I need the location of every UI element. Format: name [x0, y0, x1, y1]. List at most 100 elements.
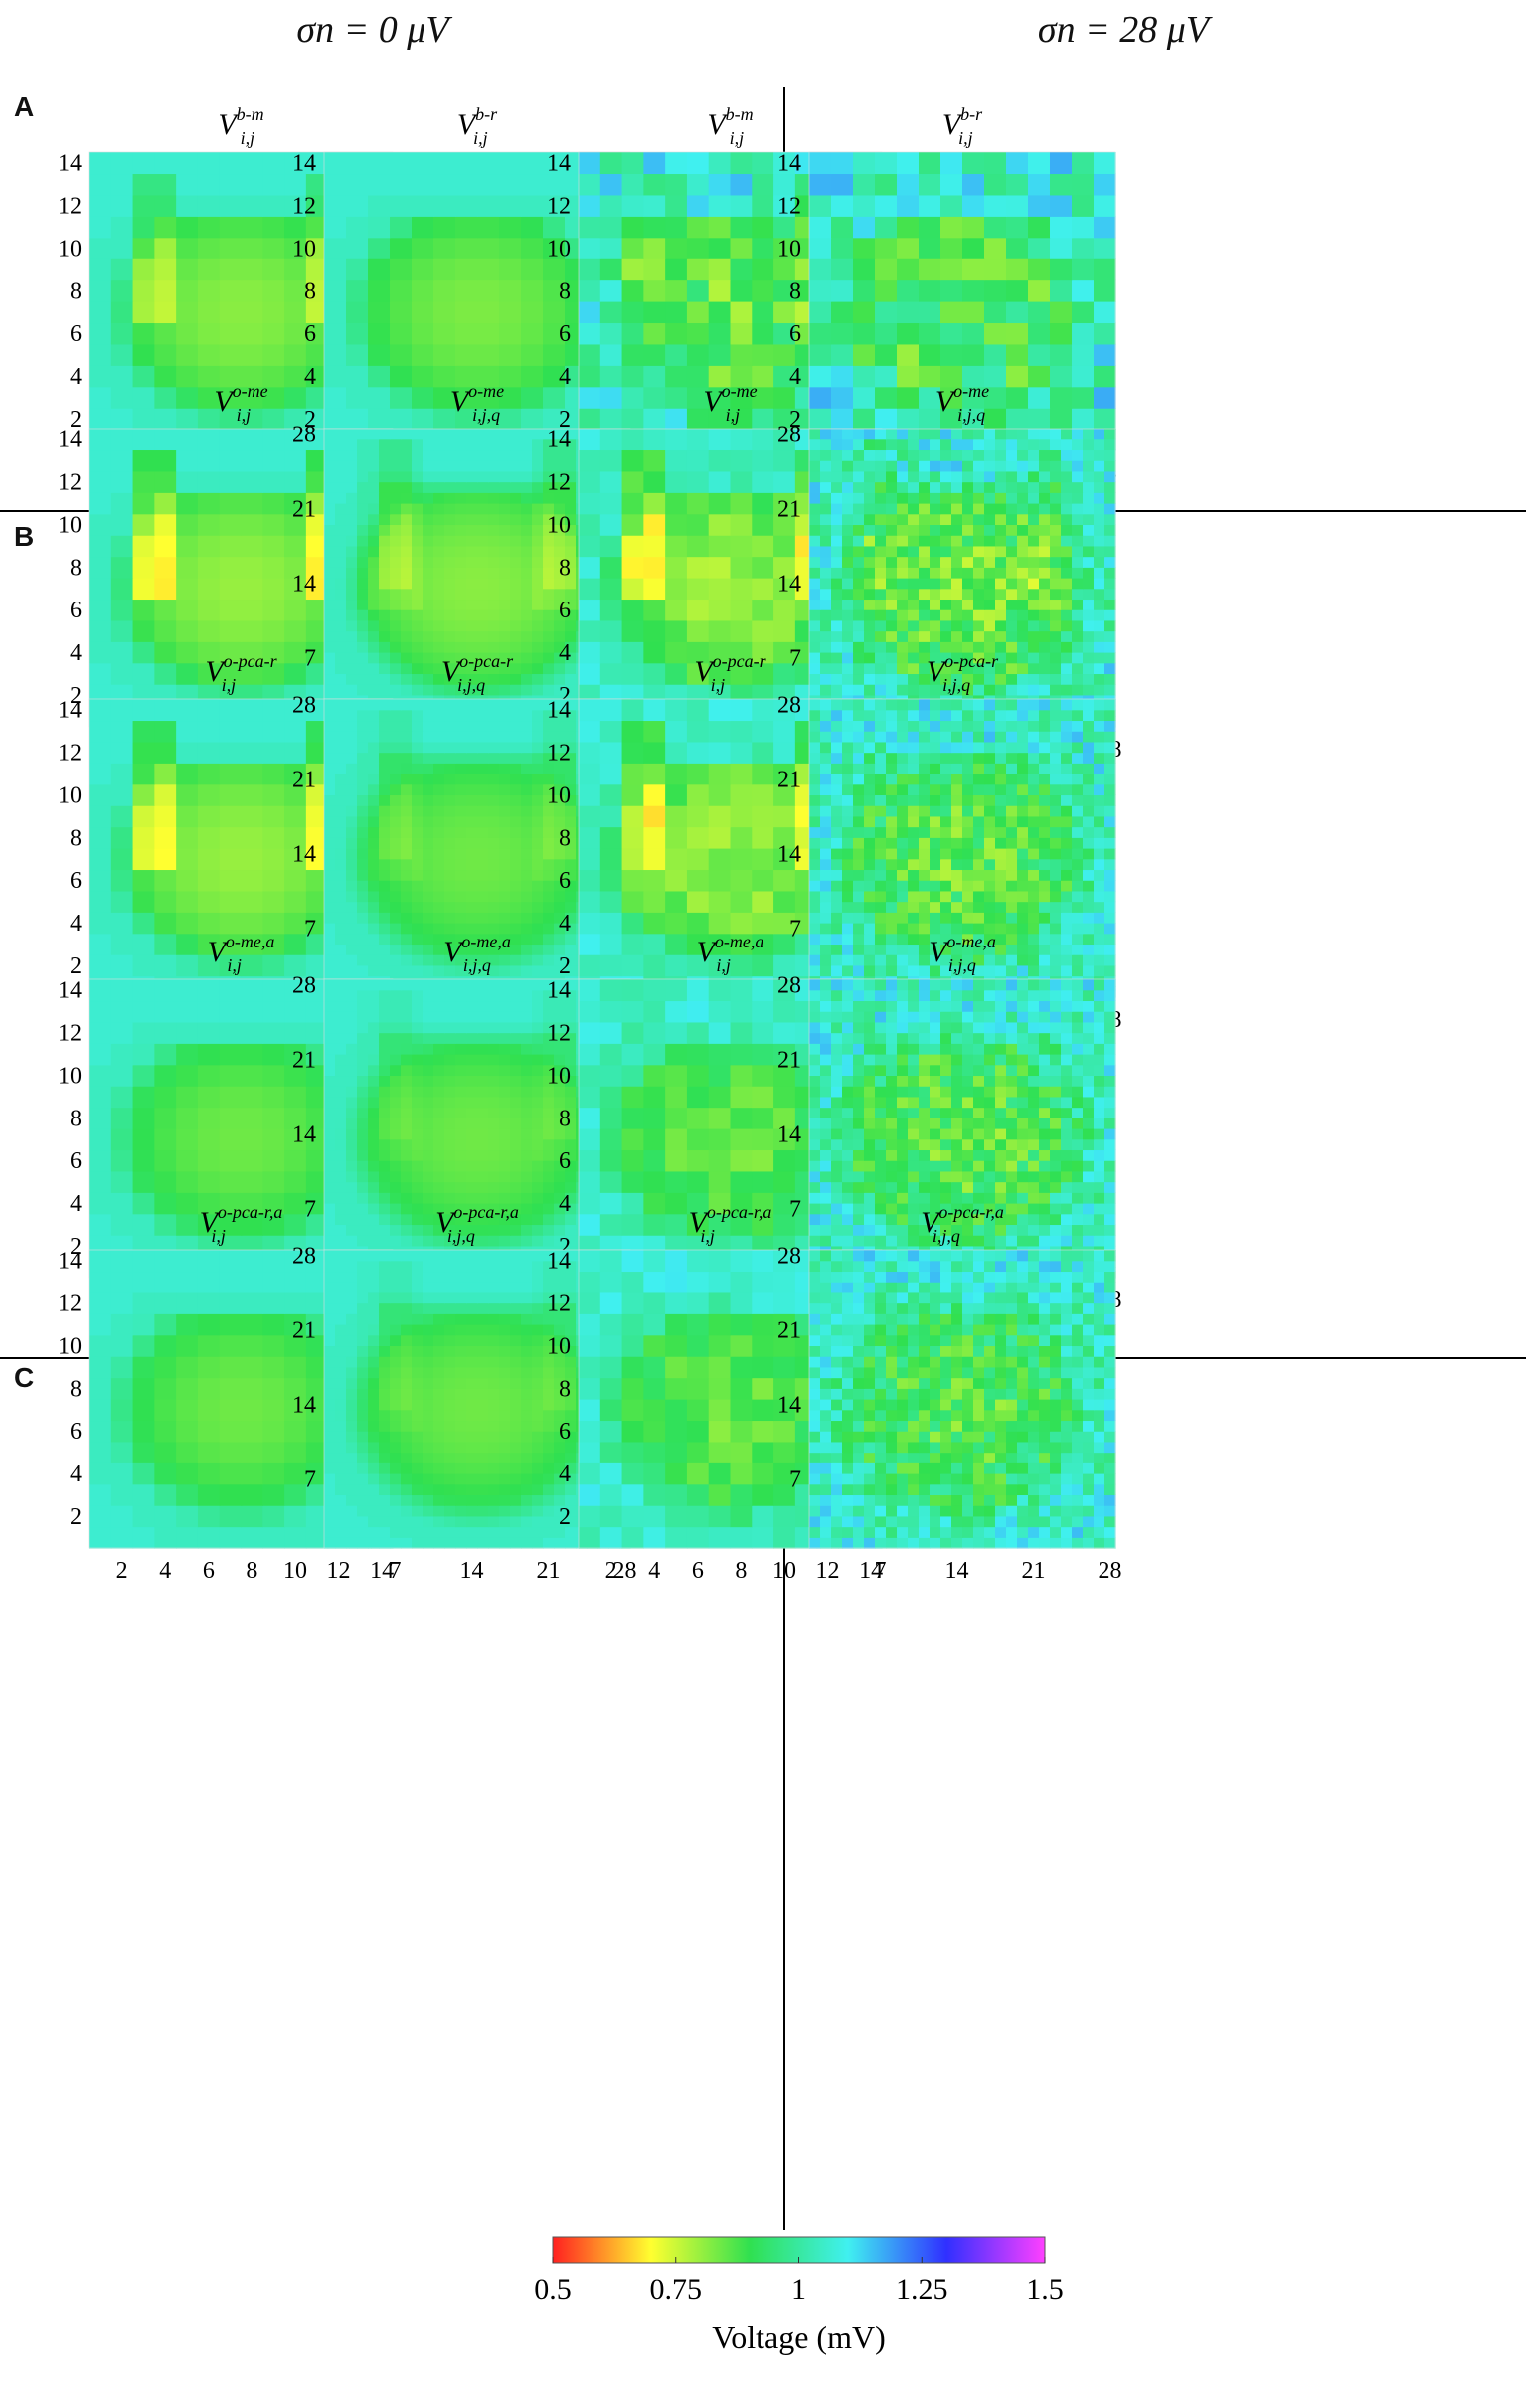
heatmap-cell	[357, 923, 369, 935]
heatmap-cell	[1094, 545, 1105, 558]
heatmap-cell	[1017, 641, 1029, 653]
heatmap-cell	[1039, 880, 1051, 892]
heatmap-cell	[1061, 535, 1073, 547]
heatmap-cell	[973, 630, 985, 642]
y-tick-label: 10	[292, 236, 316, 261]
heatmap-cell	[335, 837, 347, 849]
heatmap-cell	[951, 535, 963, 547]
heatmap-cell	[444, 964, 456, 977]
heatmap-cell	[995, 890, 1007, 903]
heatmap-cell	[1050, 481, 1062, 493]
heatmap-cell	[643, 216, 666, 239]
heatmap-cell	[433, 652, 445, 664]
heatmap-cell	[368, 964, 380, 977]
heatmap-cell	[1104, 699, 1116, 711]
heatmap-cell	[665, 826, 688, 849]
heatmap-cell	[412, 837, 424, 849]
heatmap-cell	[499, 848, 511, 860]
heatmap-cell	[401, 720, 413, 732]
heatmap-cell	[154, 173, 177, 196]
heatmap-cell	[831, 923, 843, 935]
heatmap-cell	[390, 343, 413, 366]
heatmap-cell	[643, 869, 666, 892]
heatmap-cell	[831, 578, 843, 590]
heatmap-cell	[423, 567, 434, 579]
heatmap-cell	[875, 815, 887, 828]
y-tick-label: 8	[70, 555, 82, 581]
heatmap-cell	[219, 237, 243, 259]
heatmap-cell	[1083, 481, 1095, 493]
heatmap-cell	[412, 815, 424, 828]
heatmap-cell	[621, 890, 644, 913]
heatmap-cell	[477, 216, 500, 239]
heatmap-cell	[154, 890, 177, 913]
heatmap-cell	[908, 805, 920, 817]
heatmap-cell	[1072, 481, 1084, 493]
heatmap-cell	[853, 880, 865, 892]
heatmap-cell	[897, 619, 909, 632]
heatmap-cell	[379, 890, 391, 903]
heatmap-cell	[176, 699, 199, 722]
heatmap-cell	[820, 578, 832, 590]
heatmap-cell	[466, 619, 478, 632]
heatmap-cell	[708, 699, 732, 722]
heatmap-cell	[379, 805, 391, 817]
heatmap-cell	[110, 599, 134, 621]
heatmap-cell	[324, 912, 336, 924]
heatmap-cell	[412, 783, 424, 796]
heatmap-cell	[1061, 837, 1073, 849]
heatmap-cell	[599, 848, 623, 871]
heatmap-cell	[357, 837, 369, 849]
heatmap-cell	[1006, 912, 1018, 924]
heatmap-cell	[284, 470, 307, 493]
heatmap-cell	[1104, 503, 1116, 515]
heatmap-cell	[984, 588, 996, 601]
heatmap-cell	[886, 503, 898, 515]
heatmap-cell	[951, 599, 963, 610]
heatmap-cell	[510, 954, 522, 966]
heatmap-cell	[1094, 673, 1105, 685]
heatmap-cell	[842, 709, 854, 722]
heatmap-cell	[305, 662, 329, 685]
heatmap-cell	[324, 794, 336, 806]
heatmap-cell	[708, 619, 732, 642]
heatmap-cell	[1072, 763, 1084, 774]
heatmap-cell	[197, 173, 221, 196]
heatmap-cell	[773, 152, 796, 175]
heatmap-cell	[488, 524, 500, 536]
heatmap-cell	[875, 763, 887, 774]
heatmap-cell	[499, 805, 511, 817]
heatmap-cell	[554, 954, 566, 966]
heatmap-cell	[621, 386, 644, 409]
heatmap-cell	[554, 944, 566, 955]
heatmap-cell	[477, 322, 500, 345]
heatmap-cell	[1072, 343, 1095, 366]
heatmap-cell	[875, 912, 887, 924]
heatmap-cell	[455, 588, 467, 601]
heatmap-cell	[401, 524, 413, 536]
heatmap-cell	[621, 279, 644, 302]
heatmap-cell	[89, 741, 112, 764]
heatmap-cell	[853, 237, 876, 259]
heatmap-cell	[1028, 408, 1051, 430]
heatmap-cell	[1072, 630, 1084, 642]
heatmap-cell	[390, 481, 402, 493]
heatmap-cell	[1050, 535, 1062, 547]
heatmap-cell	[579, 848, 601, 871]
heatmap-cell	[488, 880, 500, 892]
heatmap-cell	[543, 848, 555, 860]
heatmap-cell	[412, 599, 424, 610]
heatmap-cell	[1083, 826, 1095, 838]
heatmap-cell	[686, 173, 710, 196]
heatmap-cell	[499, 774, 511, 785]
heatmap-cell	[499, 408, 522, 430]
heatmap-cell	[820, 524, 832, 536]
heatmap-cell	[820, 535, 832, 547]
heatmap-cell	[390, 301, 413, 324]
heatmap-cell	[1061, 923, 1073, 935]
heatmap-cell	[499, 588, 511, 601]
heatmap-cell	[599, 279, 623, 302]
heatmap-cell	[930, 741, 941, 754]
heatmap-cell	[219, 301, 243, 324]
heatmap-cell	[820, 599, 832, 610]
